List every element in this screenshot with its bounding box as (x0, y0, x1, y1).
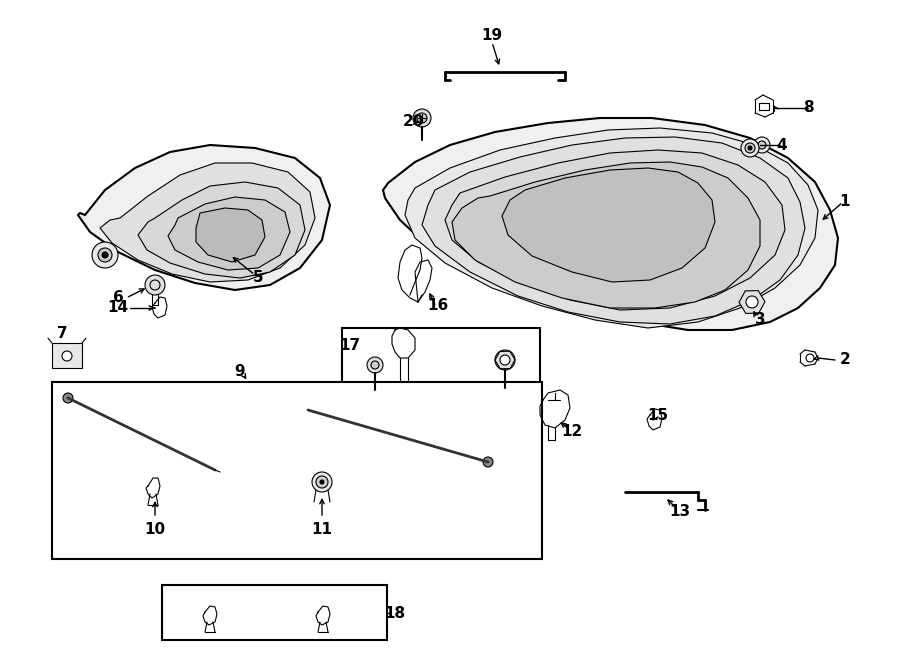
Polygon shape (405, 128, 818, 328)
Polygon shape (100, 163, 315, 282)
Polygon shape (452, 162, 760, 308)
Text: 16: 16 (428, 297, 448, 313)
Text: 3: 3 (755, 313, 765, 327)
Text: 20: 20 (402, 114, 424, 130)
Polygon shape (502, 168, 715, 282)
Text: 12: 12 (562, 424, 582, 440)
Circle shape (754, 137, 770, 153)
Circle shape (746, 296, 758, 308)
Circle shape (758, 141, 766, 149)
Circle shape (495, 350, 515, 370)
Bar (52, 382, 542, 559)
Circle shape (145, 275, 165, 295)
Text: 7: 7 (57, 325, 68, 340)
Text: 15: 15 (647, 407, 669, 422)
Circle shape (483, 457, 493, 467)
Circle shape (320, 480, 324, 484)
Circle shape (98, 248, 112, 262)
Circle shape (102, 252, 108, 258)
Circle shape (745, 143, 755, 153)
Circle shape (500, 355, 510, 365)
Circle shape (413, 109, 431, 127)
Text: 2: 2 (840, 352, 850, 368)
Polygon shape (445, 150, 785, 310)
Text: 4: 4 (777, 137, 788, 153)
Text: 1: 1 (840, 194, 850, 210)
Circle shape (417, 113, 427, 123)
Text: 10: 10 (144, 522, 166, 537)
Circle shape (748, 146, 752, 150)
Bar (162, 585, 387, 640)
Text: 18: 18 (384, 605, 406, 621)
Circle shape (92, 242, 118, 268)
Bar (52, 343, 82, 368)
Text: 5: 5 (253, 270, 264, 286)
Circle shape (312, 472, 332, 492)
Text: 14: 14 (107, 301, 129, 315)
Polygon shape (138, 182, 305, 278)
Polygon shape (422, 137, 805, 324)
Circle shape (367, 357, 383, 373)
Text: 13: 13 (670, 504, 690, 520)
Polygon shape (78, 145, 330, 290)
Circle shape (62, 351, 72, 361)
Polygon shape (196, 208, 265, 262)
Text: 9: 9 (235, 364, 246, 379)
Circle shape (63, 393, 73, 403)
Polygon shape (168, 197, 290, 270)
Circle shape (316, 476, 328, 488)
Text: 8: 8 (803, 100, 814, 116)
Text: 17: 17 (339, 338, 361, 352)
Text: 19: 19 (482, 28, 502, 42)
Text: 6: 6 (112, 290, 123, 305)
Polygon shape (383, 118, 838, 330)
Text: 11: 11 (311, 522, 332, 537)
Circle shape (806, 354, 814, 362)
Bar (342, 328, 540, 423)
Circle shape (741, 139, 759, 157)
Circle shape (371, 361, 379, 369)
